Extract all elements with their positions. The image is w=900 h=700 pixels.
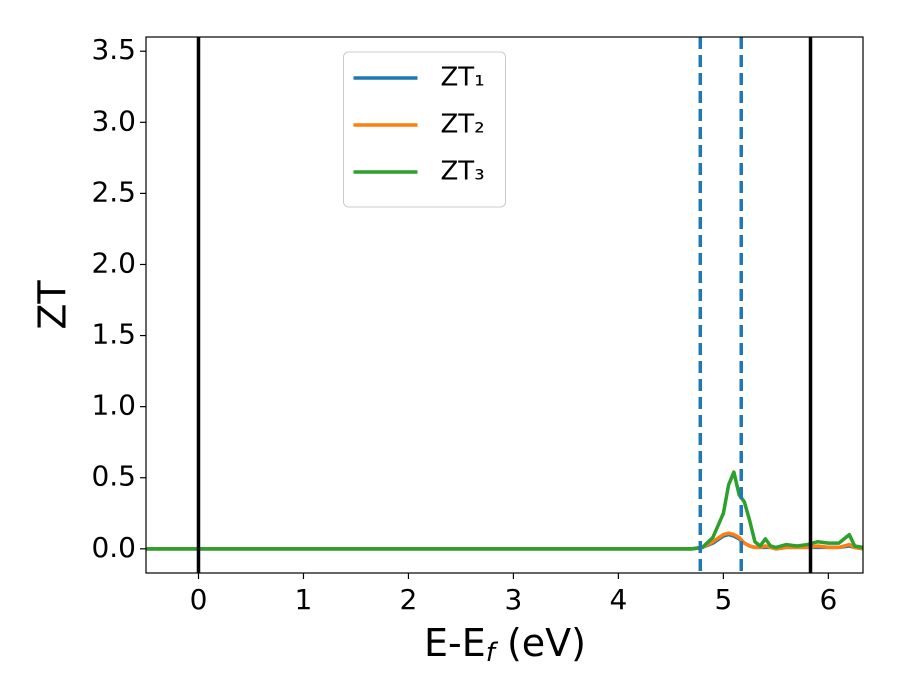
y-tick-label: 3.0 [91, 104, 136, 137]
x-axis-label: E-Ef (eV) [424, 621, 586, 668]
x-tick-label: 3 [505, 583, 523, 616]
y-tick-label: 2.5 [91, 175, 136, 208]
x-tick-label: 1 [295, 583, 313, 616]
legend-label: ZT₁ [441, 63, 485, 93]
plot-area [146, 37, 863, 573]
x-axis-label-part: E-E [424, 621, 486, 665]
y-tick-label: 3.5 [91, 33, 136, 66]
series-line [146, 470, 863, 551]
legend-label: ZT₃ [441, 157, 485, 187]
legend: ZT₁ ZT₂ ZT₃ [343, 51, 506, 208]
x-tick-label: 2 [400, 583, 418, 616]
legend-box [343, 51, 506, 208]
x-tick-label: 4 [609, 583, 627, 616]
x-tick-label: 6 [819, 583, 837, 616]
y-tick-label: 2.0 [91, 246, 136, 279]
y-tick-label: 0.0 [91, 531, 136, 564]
axes-frame [145, 36, 864, 574]
series-line [146, 531, 863, 551]
x-tick-label: 5 [714, 583, 732, 616]
y-tick-label: 1.0 [91, 389, 136, 422]
y-axis-label: ZT [31, 280, 75, 330]
axes: 0 1 2 3 4 5 6 0.0 0.5 1.0 1.5 2.0 2.5 3.0 3.5 [91, 33, 837, 616]
x-axis-label-part: (eV) [495, 621, 586, 665]
y-tick-label: 1.5 [91, 318, 136, 351]
x-tick-label: 0 [190, 583, 208, 616]
legend-label: ZT₂ [441, 110, 485, 140]
y-tick-label: 0.5 [91, 460, 136, 493]
